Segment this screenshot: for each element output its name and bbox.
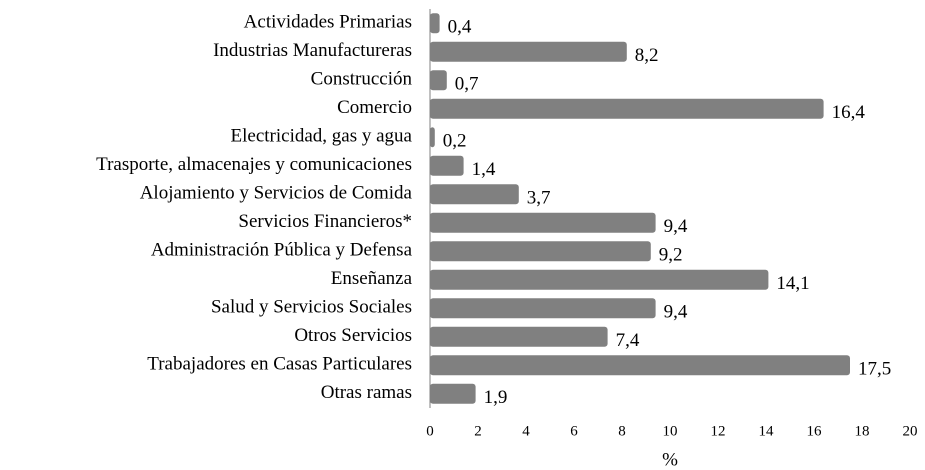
bar bbox=[430, 269, 769, 290]
bar bbox=[430, 184, 519, 205]
x-tick-label: 2 bbox=[474, 423, 482, 439]
x-tick-label: 14 bbox=[759, 423, 775, 439]
y-tick-label: Servicios Financieros* bbox=[238, 211, 412, 232]
x-tick-label: 6 bbox=[570, 423, 578, 439]
y-tick-label: Construcción bbox=[311, 69, 413, 90]
x-tick-label: 16 bbox=[807, 423, 823, 439]
bar bbox=[430, 326, 608, 347]
x-tick-label: 18 bbox=[855, 423, 870, 439]
y-tick-label: Enseñanza bbox=[331, 268, 413, 289]
y-tick-label: Electricidad, gas y agua bbox=[231, 126, 413, 147]
x-tick-label: 20 bbox=[903, 423, 918, 439]
value-label: 16,4 bbox=[832, 102, 866, 123]
value-label: 17,5 bbox=[858, 359, 891, 380]
x-tick-label: 4 bbox=[522, 423, 530, 439]
bar bbox=[430, 13, 440, 34]
x-tick-label: 12 bbox=[711, 423, 726, 439]
bar bbox=[430, 155, 464, 176]
value-label: 7,4 bbox=[616, 330, 640, 351]
value-label: 3,7 bbox=[527, 188, 551, 209]
y-tick-label: Alojamiento y Servicios de Comida bbox=[140, 183, 413, 204]
bar bbox=[430, 127, 435, 148]
bar bbox=[430, 70, 447, 91]
value-label: 1,9 bbox=[484, 387, 508, 408]
x-tick-label: 0 bbox=[426, 423, 434, 439]
value-label: 0,2 bbox=[443, 131, 467, 152]
bar bbox=[430, 355, 850, 376]
y-tick-label: Trabajadores en Casas Particulares bbox=[147, 354, 412, 375]
y-tick-label: Industrias Manufactureras bbox=[213, 40, 412, 61]
bar bbox=[430, 41, 627, 62]
value-label: 0,4 bbox=[448, 17, 472, 38]
y-tick-label: Otras ramas bbox=[321, 382, 412, 403]
bar bbox=[430, 298, 656, 319]
x-tick-label: 10 bbox=[663, 423, 678, 439]
bar bbox=[430, 241, 651, 262]
y-tick-label: Trasporte, almacenajes y comunicaciones bbox=[96, 154, 412, 175]
value-label: 1,4 bbox=[472, 159, 496, 180]
y-tick-label: Actividades Primarias bbox=[244, 12, 412, 33]
y-tick-label: Administración Pública y Defensa bbox=[151, 240, 413, 261]
value-label: 9,4 bbox=[664, 302, 688, 323]
value-label: 9,4 bbox=[664, 216, 688, 237]
y-tick-label: Otros Servicios bbox=[294, 325, 412, 346]
y-tick-label: Comercio bbox=[337, 97, 412, 118]
bar bbox=[430, 212, 656, 233]
value-label: 14,1 bbox=[776, 273, 809, 294]
value-label: 9,2 bbox=[659, 245, 683, 266]
value-label: 0,7 bbox=[455, 74, 479, 95]
y-tick-label: Salud y Servicios Sociales bbox=[211, 297, 412, 318]
value-label: 8,2 bbox=[635, 45, 659, 66]
x-axis-label: % bbox=[662, 449, 678, 470]
bar bbox=[430, 98, 824, 119]
bar bbox=[430, 383, 476, 404]
x-tick-label: 8 bbox=[618, 423, 626, 439]
